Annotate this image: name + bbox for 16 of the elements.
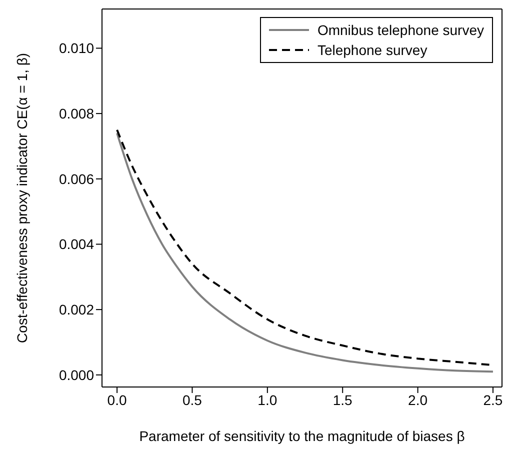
y-tick-label: 0.006 (58, 170, 94, 187)
x-tick-label: 0.5 (182, 392, 202, 408)
legend-label: Omnibus telephone survey (317, 21, 484, 40)
y-axis-title: Cost-effectiveness proxy indicator CE(α = 1, β) (14, 52, 30, 344)
x-tick-label: 1.5 (332, 392, 353, 408)
x-axis-title: Parameter of sensitivity to the magnitude of biases β (139, 428, 465, 444)
y-tick-label: 0.004 (58, 236, 94, 252)
x-tick-label: 2.5 (483, 392, 503, 408)
x-tick-label: 1.0 (258, 392, 278, 408)
x-tick-label: 2.0 (408, 392, 428, 408)
y-tick-label: 0.002 (58, 302, 94, 318)
x-tick-label: 0.0 (107, 392, 127, 408)
y-tick-label: 0.008 (58, 106, 94, 122)
legend-label: Telephone survey (317, 41, 428, 60)
y-tick-label: 0.000 (58, 366, 94, 383)
y-tick-label: 0.010 (58, 40, 94, 56)
